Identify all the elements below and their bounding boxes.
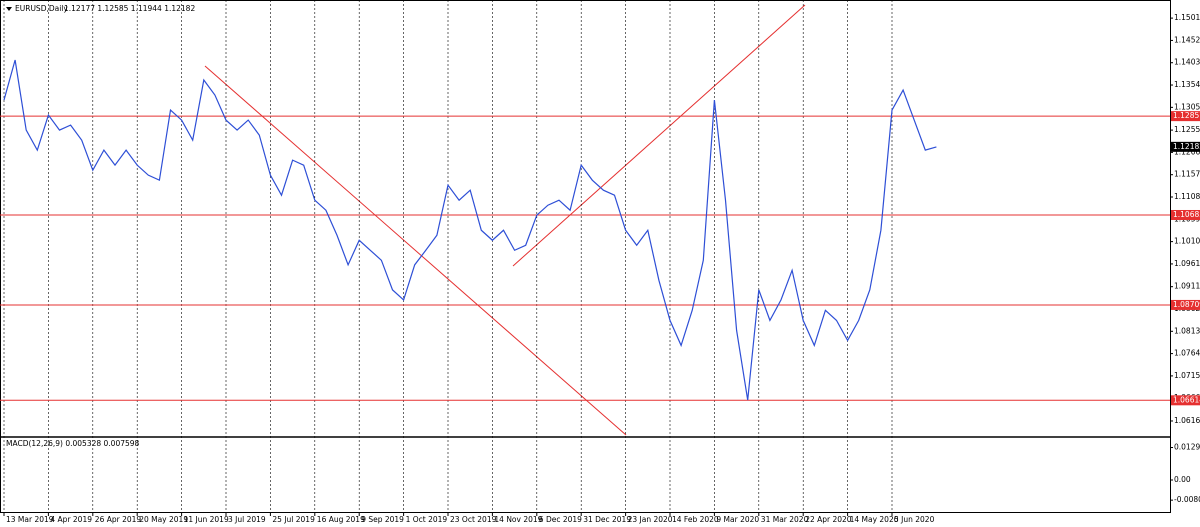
y-tick-label: 1.06160 [1174, 416, 1200, 425]
level-label: 1.08709 [1173, 300, 1200, 309]
y-tick-label: 1.13050 [1174, 102, 1200, 111]
y-tick-label: 1.07640 [1174, 349, 1200, 358]
x-tick-label: 4 Apr 2019 [50, 515, 92, 524]
level-tag [1171, 111, 1200, 122]
price-line [3, 59, 937, 401]
x-tick-label: 9 Sep 2019 [361, 515, 404, 524]
x-tick-label: 11 Jun 2019 [184, 515, 229, 524]
x-tick-label: 25 Jul 2019 [272, 515, 315, 524]
x-tick-label: 9 Mar 2020 [716, 515, 759, 524]
trend-line [512, 4, 806, 267]
frame [0, 0, 1171, 513]
trend-line [204, 65, 627, 436]
macd-tick-label: -0.00806 [1174, 495, 1200, 504]
x-tick-label: 14 Feb 2020 [672, 515, 719, 524]
macd-tick-label: 0.00 [1174, 475, 1191, 484]
x-tick-label: 16 Aug 2019 [317, 515, 365, 524]
x-tick-label: 5 Jun 2020 [894, 515, 935, 524]
y-tick-label: 1.12550 [1174, 125, 1200, 134]
last-price-tag [1171, 141, 1200, 152]
y-tick-label: 1.09110 [1174, 282, 1200, 291]
x-tick-label: 14 May 2020 [850, 515, 899, 524]
x-tick-label: 1 Oct 2019 [406, 515, 448, 524]
level-tag [1171, 299, 1200, 310]
x-tick-label: 23 Jan 2020 [628, 515, 673, 524]
level-label: 1.10685 [1173, 210, 1200, 219]
y-tick-label: 1.11570 [1174, 170, 1200, 179]
y-tick-label: 1.08130 [1174, 326, 1200, 335]
x-tick-label: 26 Apr 2019 [95, 515, 142, 524]
level-tag [1171, 395, 1200, 406]
x-tick-label: 23 Oct 2019 [450, 515, 497, 524]
symbol: EURUSD,Daily [15, 4, 68, 13]
y-tick-label: 1.13540 [1174, 80, 1200, 89]
x-tick-label: 13 Mar 2019 [6, 515, 54, 524]
x-tick-label: 6 Dec 2019 [539, 515, 582, 524]
ohlc: 1.12177 1.12585 1.11944 1.12182 [64, 4, 195, 13]
y-tick-label: 1.14520 [1174, 35, 1200, 44]
menu-icon[interactable] [6, 7, 12, 11]
x-tick-label: 3 Jul 2019 [228, 515, 266, 524]
x-tick-label: 14 Nov 2019 [494, 515, 542, 524]
x-tick-label: 20 May 2019 [139, 515, 188, 524]
y-tick-label: 1.12060 [1174, 147, 1200, 156]
y-tick-label: 1.10100 [1174, 237, 1200, 246]
level-label: 1.06614 [1173, 395, 1200, 404]
x-tick-label: 31 Dec 2019 [583, 515, 631, 524]
x-tick-label: 31 Mar 2020 [761, 515, 809, 524]
y-tick-label: 1.15010 [1174, 13, 1200, 22]
macd-tick-label: 0.01299 [1174, 443, 1200, 452]
macd-title: MACD(12,26,9) 0.005328 0.007598 [6, 439, 140, 448]
level-label: 1.12857 [1173, 111, 1200, 120]
last-price-label: 1.12182 [1173, 142, 1200, 151]
level-tag [1171, 209, 1200, 220]
y-tick-label: 1.07150 [1174, 371, 1200, 380]
y-tick-label: 1.11080 [1174, 192, 1200, 201]
y-tick-label: 1.14030 [1174, 58, 1200, 67]
x-tick-label: 22 Apr 2020 [805, 515, 852, 524]
y-tick-label: 1.09610 [1174, 259, 1200, 268]
